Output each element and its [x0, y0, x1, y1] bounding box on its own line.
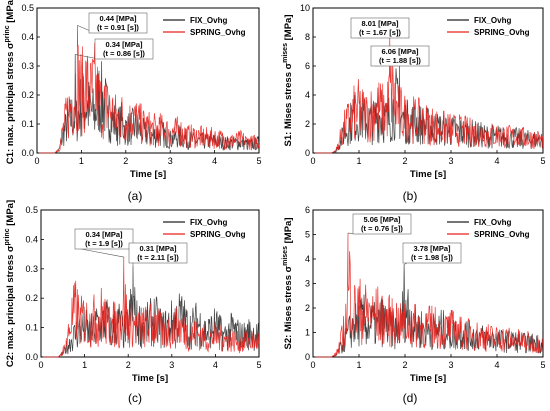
- annotation-time: (t = 1.9 [s]): [85, 239, 123, 248]
- x-tick-label: 0: [38, 360, 43, 370]
- annotation-time: (t = 0.91 [s]): [97, 23, 139, 32]
- legend-label-spring: SPRING_Ovhg: [474, 230, 530, 239]
- y-tick-label: 0.3: [25, 264, 38, 274]
- legend-label-fix: FIX_Ovhg: [190, 16, 227, 25]
- y-tick-label: 0.5: [21, 3, 34, 13]
- y-tick-label: 0.3: [21, 61, 34, 71]
- x-tick-label: 3: [168, 156, 173, 166]
- x-tick-label: 0: [34, 156, 39, 166]
- annotation-value: 5.06 [MPa]: [363, 215, 401, 224]
- y-tick-label: 5: [305, 230, 310, 240]
- y-tick-label: 10: [300, 3, 310, 13]
- y-axis-label: S1: Mises stress σmises [MPa]: [282, 15, 294, 147]
- chart-panel-3: 0.0 0.1 0.2 0.3 0.4 0.5 0 1 2 3 4 5 Time [s] C2: max.…: [4, 200, 262, 405]
- legend-label-spring: SPRING_Ovhg: [190, 28, 246, 37]
- annotation-value: 6.06 [MPa]: [381, 47, 419, 56]
- annotation-value: 0.34 [MPa]: [85, 230, 123, 239]
- annotation-time: (t = 1.88 [s]): [379, 56, 421, 65]
- x-tick-label: 4: [212, 156, 217, 166]
- panel-caption: (c): [128, 391, 142, 405]
- panel-caption: (b): [403, 189, 418, 203]
- x-tick-label: 1: [356, 156, 361, 166]
- y-tick-label: 0.2: [21, 90, 34, 100]
- y-tick-label: 1: [305, 328, 310, 338]
- x-axis-label: Time [s]: [130, 169, 166, 180]
- x-tick-label: 4: [494, 156, 499, 166]
- x-tick-label: 5: [540, 360, 545, 370]
- panel-caption: (a): [128, 189, 143, 203]
- annotation-time: (t = 2.11 [s]): [137, 253, 179, 262]
- x-tick-label: 5: [256, 360, 261, 370]
- y-tick-label: 0: [305, 148, 310, 158]
- annotation-value: 3.78 [MPa]: [413, 244, 451, 253]
- y-tick-label: 6: [305, 205, 310, 215]
- annotation-value: 8.01 [MPa]: [361, 19, 399, 28]
- x-tick-label: 1: [356, 360, 361, 370]
- x-tick-label: 2: [126, 360, 131, 370]
- x-axis-label: Time [s]: [132, 373, 168, 384]
- legend-label-fix: FIX_Ovhg: [474, 218, 511, 227]
- annotation-value: 0.34 [MPa]: [105, 40, 143, 49]
- y-tick-label: 4: [305, 90, 310, 100]
- x-axis-label: Time [s]: [410, 373, 446, 384]
- x-tick-label: 5: [540, 156, 545, 166]
- y-tick-label: 0.0: [21, 148, 34, 158]
- x-axis-label: Time [s]: [410, 169, 446, 180]
- y-axis-label: S2: Mises stress σmises [MPa]: [282, 218, 294, 350]
- x-tick-label: 4: [494, 360, 499, 370]
- annotation-value: 0.31 [MPa]: [139, 244, 177, 253]
- y-tick-label: 0.4: [21, 32, 34, 42]
- x-tick-label: 1: [79, 156, 84, 166]
- x-tick-label: 0: [310, 360, 315, 370]
- legend-label-spring: SPRING_Ovhg: [474, 28, 530, 37]
- legend-label-fix: FIX_Ovhg: [190, 218, 227, 227]
- y-tick-label: 0.4: [25, 234, 38, 244]
- x-tick-label: 2: [402, 360, 407, 370]
- y-tick-label: 2: [305, 303, 310, 313]
- y-tick-label: 2: [305, 119, 310, 129]
- chart-panel-1: 0.0 0.1 0.2 0.3 0.4 0.5 0 1 2 3 4 5 Time [s] C1: max.…: [4, 0, 262, 203]
- y-tick-label: 0.1: [21, 119, 34, 129]
- annotation-time: (t = 1.67 [s]): [359, 28, 401, 37]
- y-axis-label: C1: max. principal stress σprinc [MPa]: [4, 0, 16, 164]
- y-tick-label: 6: [305, 61, 310, 71]
- y-tick-label: 0.2: [25, 293, 38, 303]
- x-tick-label: 2: [402, 156, 407, 166]
- y-tick-label: 0.0: [25, 352, 38, 362]
- annotation-value: 0.44 [MPa]: [99, 14, 137, 23]
- panel-caption: (d): [403, 391, 418, 405]
- chart-panel-2: 0 2 4 6 8 10 0 1 2 3 4 5 Time [s] S1: Mises stress σm…: [282, 3, 546, 203]
- annotation-time: (t = 0.86 [s]): [103, 49, 145, 58]
- legend-label-spring: SPRING_Ovhg: [190, 230, 246, 239]
- x-tick-label: 5: [256, 156, 261, 166]
- x-tick-label: 0: [310, 156, 315, 166]
- y-tick-label: 0: [305, 352, 310, 362]
- x-tick-label: 3: [169, 360, 174, 370]
- x-tick-label: 2: [123, 156, 128, 166]
- y-tick-label: 0.1: [25, 323, 38, 333]
- y-tick-label: 8: [305, 32, 310, 42]
- x-tick-label: 4: [213, 360, 218, 370]
- chart-panel-4: 0 1 2 3 4 5 6 0 1 2 3 4 5 Time [s] S2: Mises stress σm…: [282, 205, 546, 405]
- y-tick-label: 3: [305, 279, 310, 289]
- x-tick-label: 3: [448, 156, 453, 166]
- annotation-time: (t = 1.98 [s]): [411, 253, 453, 262]
- y-tick-label: 0.5: [25, 205, 38, 215]
- y-axis-label: C2: max. principal stress σprinc [MPa]: [4, 200, 16, 367]
- legend-label-fix: FIX_Ovhg: [474, 16, 511, 25]
- annotation-time: (t = 0.76 [s]): [361, 224, 403, 233]
- y-tick-label: 4: [305, 254, 310, 264]
- x-tick-label: 3: [448, 360, 453, 370]
- x-tick-label: 1: [82, 360, 87, 370]
